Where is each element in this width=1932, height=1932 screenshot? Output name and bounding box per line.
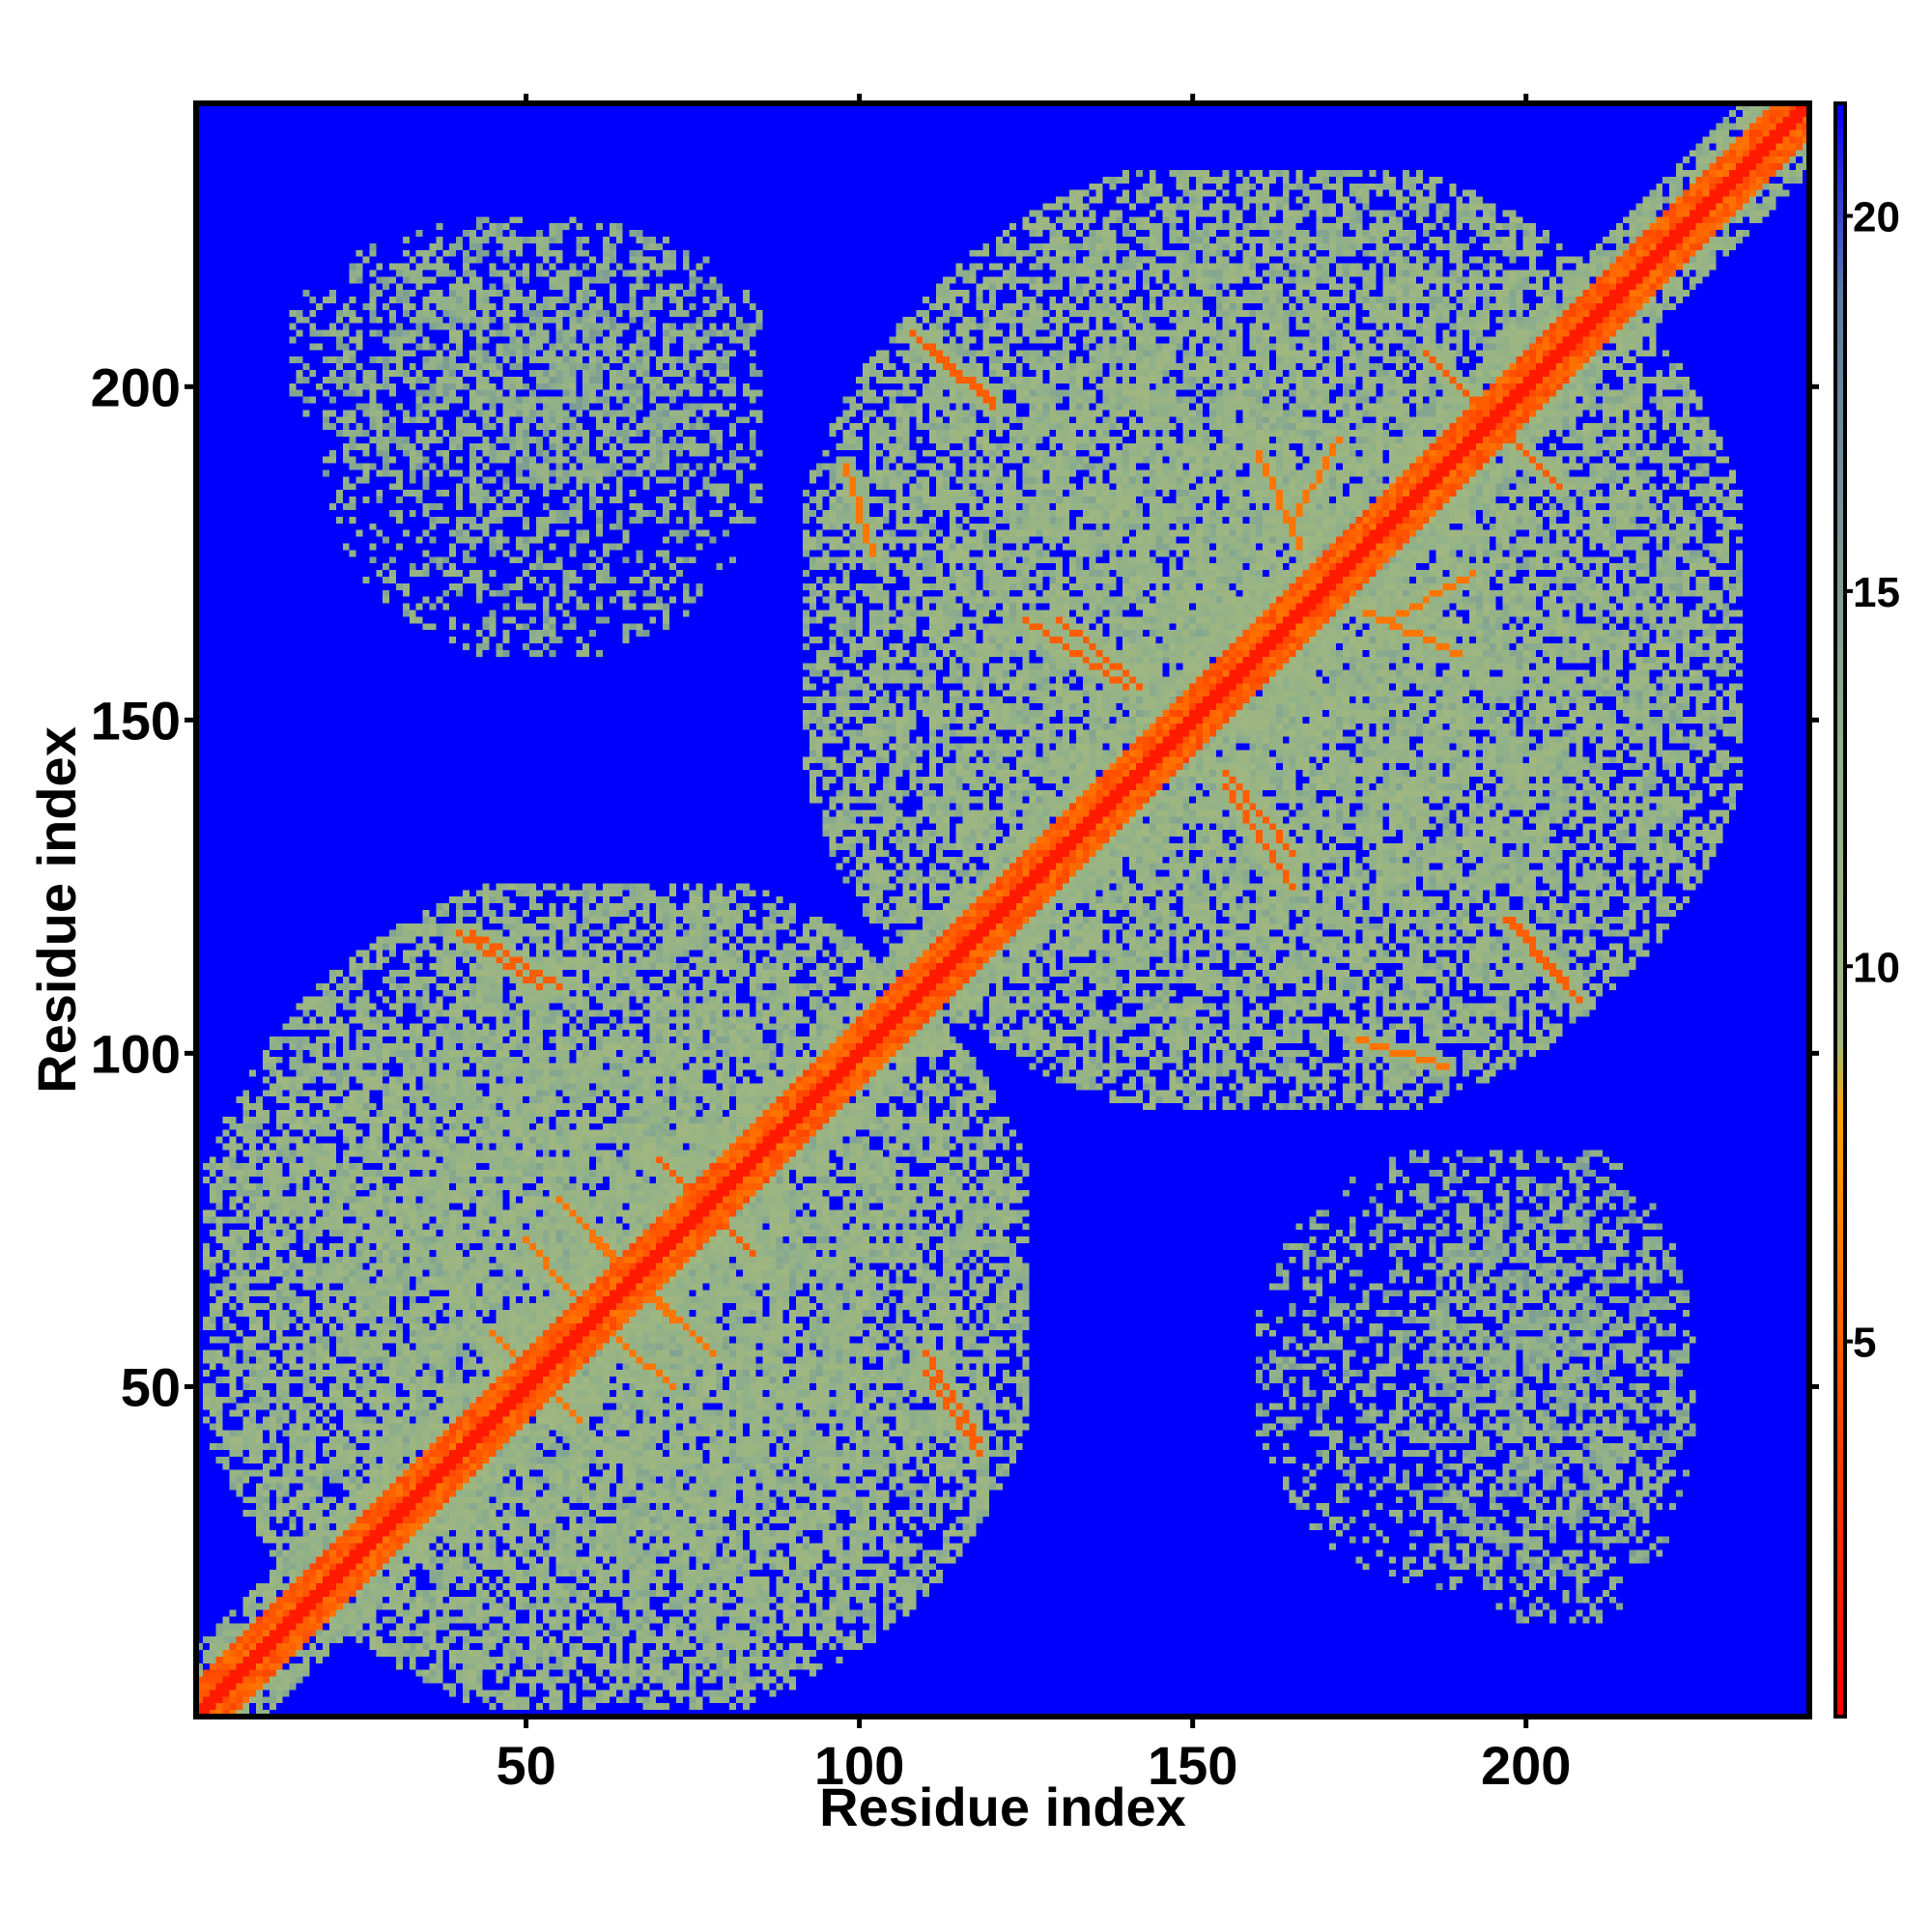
x-tick-label: 150 [1148, 1735, 1237, 1796]
colorbar: 5 10 15 20 [1833, 101, 1900, 1719]
x-tick-label: 200 [1481, 1735, 1571, 1796]
colorbar-tick-label: 5 [1853, 1320, 1876, 1367]
x-axis-ticks: 50 100 150 200 [496, 1717, 1571, 1796]
colorbar-gradient [1833, 101, 1847, 1719]
x-tick-label: 100 [814, 1735, 904, 1796]
y-tick-label: 100 [91, 1023, 181, 1084]
heatmap-image [196, 103, 1809, 1717]
y-tick-label: 50 [121, 1356, 181, 1417]
top-axis-ticks [524, 94, 1529, 103]
x-axis-title: Residue index [819, 1776, 1186, 1837]
y-axis-title: Residue index [26, 726, 87, 1094]
plot-frame [193, 100, 1812, 1719]
y-axis-ticks: 50 100 150 200 [91, 356, 196, 1417]
y-tick-label: 150 [91, 690, 181, 751]
colorbar-tick-label: 20 [1853, 194, 1900, 242]
x-tick-label: 50 [496, 1735, 555, 1796]
y-tick-label: 200 [91, 356, 181, 417]
right-axis-ticks [1809, 384, 1819, 1389]
colorbar-tick-label: 10 [1853, 944, 1900, 991]
colorbar-tick-label: 15 [1853, 569, 1900, 616]
heatmap-cells [196, 103, 1809, 1717]
